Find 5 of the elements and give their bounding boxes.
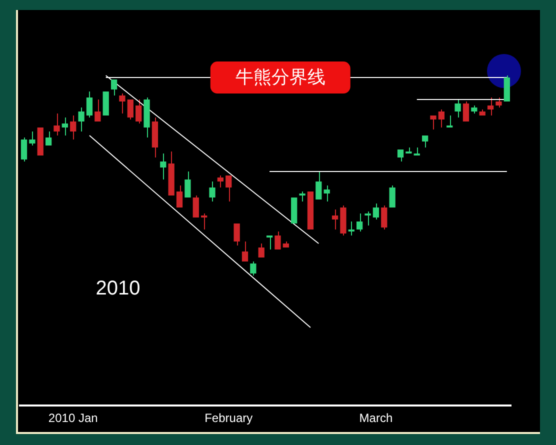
x-tick-label: February: [204, 411, 253, 426]
series-label: 牛熊分界线: [235, 67, 326, 88]
x-tick-label: 2010 Jan: [48, 411, 98, 426]
x-tick-label: March: [359, 411, 393, 426]
text: 2010: [96, 278, 140, 300]
